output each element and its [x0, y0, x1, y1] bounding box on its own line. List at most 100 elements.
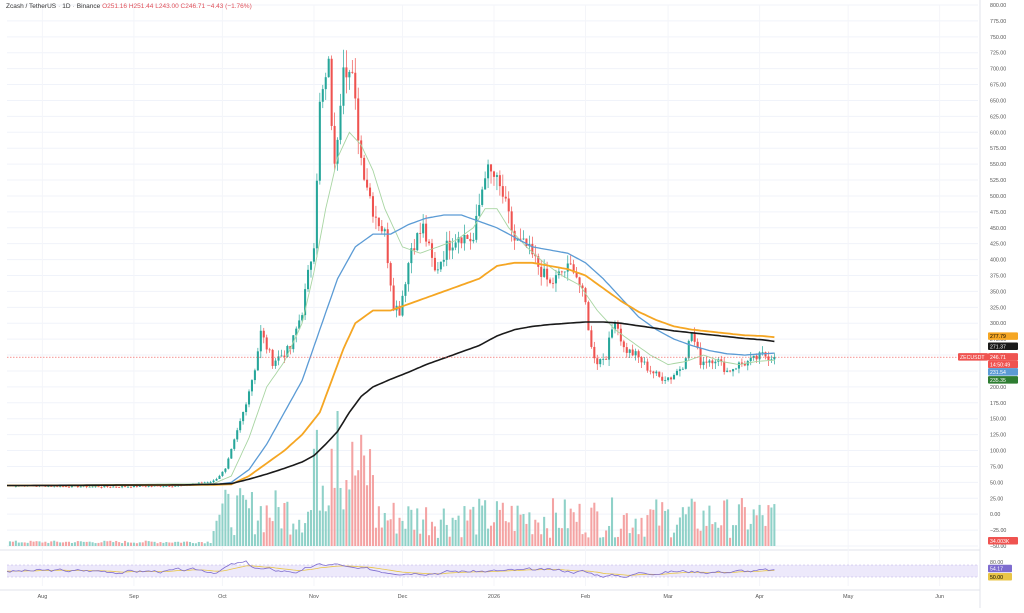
candle-body [380, 226, 383, 232]
time-label: Oct [218, 594, 227, 600]
candle-body [174, 485, 177, 487]
volume-bar [454, 519, 457, 546]
candle-body [135, 485, 138, 487]
volume-bar [366, 485, 369, 546]
candle-body [153, 485, 156, 487]
candle-body [693, 333, 696, 342]
candle-body [723, 361, 726, 372]
candle-body [215, 479, 218, 481]
volume-bar [236, 495, 239, 546]
candle-body [324, 77, 327, 90]
candle-body [94, 486, 97, 488]
price-tick-label: 75.00 [990, 464, 1003, 470]
volume-bar [203, 543, 206, 546]
volume-bar [572, 512, 575, 546]
volume-bar [354, 475, 357, 546]
price-tick-label: 350.00 [990, 289, 1006, 295]
volume-bar [575, 521, 578, 546]
volume-bar [436, 537, 439, 546]
volume-bar [439, 519, 442, 546]
time-label: 2026 [488, 594, 500, 600]
volume-bar [684, 514, 687, 546]
volume-bar [478, 498, 481, 546]
volume-bar [714, 522, 717, 546]
volume-bar [230, 527, 233, 546]
time-label: Aug [38, 594, 48, 600]
candle-body [587, 302, 590, 331]
volume-bar [690, 498, 693, 546]
candle-body [327, 58, 330, 78]
volume-bar [41, 542, 44, 546]
volume-bar [404, 528, 407, 546]
candle-body [681, 368, 684, 370]
volume-bar [53, 540, 56, 546]
volume-bar [371, 475, 375, 546]
candle-body [333, 125, 336, 164]
candle-body [150, 485, 153, 487]
volume-bar [35, 541, 38, 546]
volume-bar [596, 511, 599, 546]
candle-body [752, 355, 755, 358]
volume-bar [82, 541, 85, 546]
candle-body [419, 233, 422, 234]
volume-bar [265, 505, 268, 546]
time-label: Nov [309, 594, 319, 600]
candle-body [546, 268, 549, 280]
time-label: Apr [755, 594, 764, 600]
volume-bar [646, 515, 649, 546]
volume-label-bg [988, 537, 1018, 545]
volume-bar [761, 515, 764, 546]
candle-body [307, 269, 310, 290]
volume-bar [283, 502, 286, 546]
candle-body [212, 480, 215, 483]
candle-body [448, 240, 451, 251]
volume-bar [91, 542, 94, 546]
candle-body [596, 358, 599, 365]
volume-bar [389, 519, 392, 546]
interval[interactable]: 1D [62, 3, 71, 10]
volume-bar [640, 517, 643, 546]
price-tick-label: 550.00 [990, 162, 1006, 168]
candle-body [714, 361, 717, 364]
symbol-name[interactable]: Zcash / TetherUS [6, 3, 57, 10]
volume-bar [528, 512, 531, 546]
volume-bar [687, 506, 690, 546]
volume-bar [183, 541, 186, 546]
candle-body [652, 371, 655, 374]
volume-bar [141, 542, 144, 546]
candle-body [304, 289, 307, 316]
volume-bar [177, 541, 180, 546]
candle-body [522, 238, 525, 240]
candle-body [366, 179, 369, 188]
volume-bar [129, 542, 132, 546]
candle-body [247, 391, 251, 405]
candle-body [451, 247, 454, 251]
candle-body [743, 363, 746, 366]
volume-bar [525, 523, 528, 546]
rsi-tick-label: 80.00 [990, 560, 1003, 566]
volume-bar [732, 525, 735, 546]
volume-bar [584, 532, 587, 546]
volume-bar [73, 542, 76, 546]
candle-body [581, 285, 584, 289]
volume-bar [746, 529, 749, 546]
candle-body [50, 486, 53, 487]
volume-bar [339, 487, 342, 546]
ma-line-ma-fast [7, 131, 775, 486]
volume-bar [605, 530, 608, 546]
candle-body [422, 223, 425, 234]
candle-body [404, 284, 407, 296]
candle-body [165, 485, 168, 487]
volume-bar [472, 506, 475, 546]
candle-body [489, 164, 493, 172]
volume-bar [138, 542, 141, 546]
candle-body [289, 346, 292, 350]
volume-bar [321, 485, 324, 546]
price-label-last: 246.71 [990, 355, 1006, 361]
candle-body [200, 482, 203, 484]
volume-bar [298, 519, 301, 546]
candle-body [687, 340, 690, 359]
candle-body [221, 471, 224, 476]
volume-bar [44, 541, 47, 546]
